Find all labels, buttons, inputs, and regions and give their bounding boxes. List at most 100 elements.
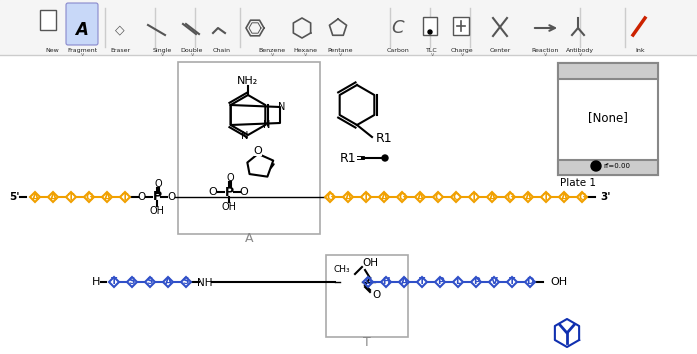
Text: L: L: [455, 278, 461, 286]
Text: G: G: [579, 193, 585, 201]
FancyBboxPatch shape: [178, 62, 320, 234]
Text: New: New: [45, 48, 59, 53]
Bar: [558, 160, 658, 175]
Text: G: G: [85, 193, 93, 201]
Text: v: v: [270, 52, 274, 57]
Text: v: v: [461, 52, 464, 57]
Text: C: C: [435, 193, 441, 201]
Text: A: A: [381, 193, 388, 201]
Text: v: v: [303, 52, 307, 57]
Text: Ink: Ink: [635, 48, 645, 53]
Text: Center: Center: [489, 48, 511, 53]
Text: A: A: [245, 232, 253, 245]
Bar: [0, 0, 697, 55]
Text: O: O: [138, 192, 146, 202]
Text: CH₃: CH₃: [333, 266, 350, 274]
Text: v: v: [338, 52, 342, 57]
Text: v: v: [80, 52, 84, 57]
Text: O: O: [254, 146, 262, 156]
Text: G: G: [506, 193, 514, 201]
Circle shape: [428, 30, 432, 34]
Text: v: v: [544, 52, 546, 57]
Text: S: S: [183, 278, 190, 286]
Text: Reaction: Reaction: [531, 48, 559, 53]
Text: 5': 5': [9, 192, 20, 202]
Bar: [423, 17, 437, 35]
Text: TLC: TLC: [426, 48, 438, 53]
Text: O: O: [208, 187, 217, 197]
Text: H: H: [382, 278, 390, 286]
Bar: [558, 63, 658, 175]
Text: G: G: [326, 193, 334, 201]
Text: Double: Double: [181, 48, 204, 53]
FancyBboxPatch shape: [40, 10, 56, 30]
Text: Fragment: Fragment: [67, 48, 97, 53]
Text: OH: OH: [222, 202, 236, 212]
Text: R1: R1: [376, 132, 392, 145]
Text: OH: OH: [550, 277, 567, 287]
Text: A: A: [489, 193, 496, 201]
Text: T: T: [363, 336, 371, 348]
Circle shape: [591, 161, 601, 171]
Text: Pentane: Pentane: [328, 48, 353, 53]
Text: R1=: R1=: [340, 152, 367, 165]
Text: OH: OH: [362, 258, 378, 268]
Text: ◇: ◇: [115, 23, 125, 36]
Text: O: O: [372, 290, 381, 300]
Text: O: O: [167, 192, 175, 202]
Text: H: H: [92, 277, 100, 287]
Text: v: v: [579, 52, 581, 57]
Text: G: G: [365, 278, 372, 286]
Text: T: T: [419, 278, 425, 286]
Text: rf=0.00: rf=0.00: [603, 163, 630, 169]
Text: A: A: [164, 278, 171, 286]
Text: P: P: [473, 278, 480, 286]
Text: O: O: [154, 179, 162, 189]
Text: v: v: [430, 52, 434, 57]
Text: [None]: [None]: [588, 112, 628, 125]
Circle shape: [382, 155, 388, 161]
Bar: [558, 63, 658, 79]
Text: T: T: [111, 278, 117, 286]
Text: T: T: [68, 193, 74, 201]
Text: A: A: [417, 193, 424, 201]
Text: P: P: [153, 190, 162, 204]
Text: P: P: [437, 278, 443, 286]
Text: OH: OH: [149, 206, 164, 216]
Text: Benzene: Benzene: [259, 48, 286, 53]
Bar: [0, 55, 697, 354]
Text: T: T: [122, 193, 128, 201]
Text: 3': 3': [600, 192, 611, 202]
Text: Chain: Chain: [213, 48, 231, 53]
Text: Single: Single: [153, 48, 171, 53]
Text: A: A: [560, 193, 567, 201]
Text: NH₂: NH₂: [238, 76, 259, 86]
Text: NH: NH: [197, 278, 213, 288]
Text: N: N: [278, 102, 286, 112]
Text: A: A: [75, 21, 89, 39]
Text: T: T: [509, 278, 515, 286]
Text: N: N: [241, 131, 249, 141]
Text: A: A: [49, 193, 56, 201]
Text: Carbon: Carbon: [387, 48, 409, 53]
Text: A: A: [103, 193, 111, 201]
Text: A: A: [525, 193, 532, 201]
Text: O: O: [227, 173, 233, 183]
Text: C: C: [452, 193, 459, 201]
Text: N: N: [263, 120, 270, 130]
Text: A: A: [401, 278, 408, 286]
Text: v: v: [190, 52, 194, 57]
Text: S: S: [129, 278, 135, 286]
Text: T: T: [543, 193, 549, 201]
Text: S: S: [147, 278, 153, 286]
Text: v: v: [160, 52, 164, 57]
Bar: [453, 17, 469, 35]
Text: D: D: [526, 278, 534, 286]
Text: Charge: Charge: [451, 48, 473, 53]
Text: A: A: [344, 193, 351, 201]
Text: V: V: [491, 278, 498, 286]
Text: Antibody: Antibody: [566, 48, 594, 53]
FancyBboxPatch shape: [66, 3, 98, 45]
FancyBboxPatch shape: [326, 255, 408, 337]
Text: T: T: [471, 193, 477, 201]
